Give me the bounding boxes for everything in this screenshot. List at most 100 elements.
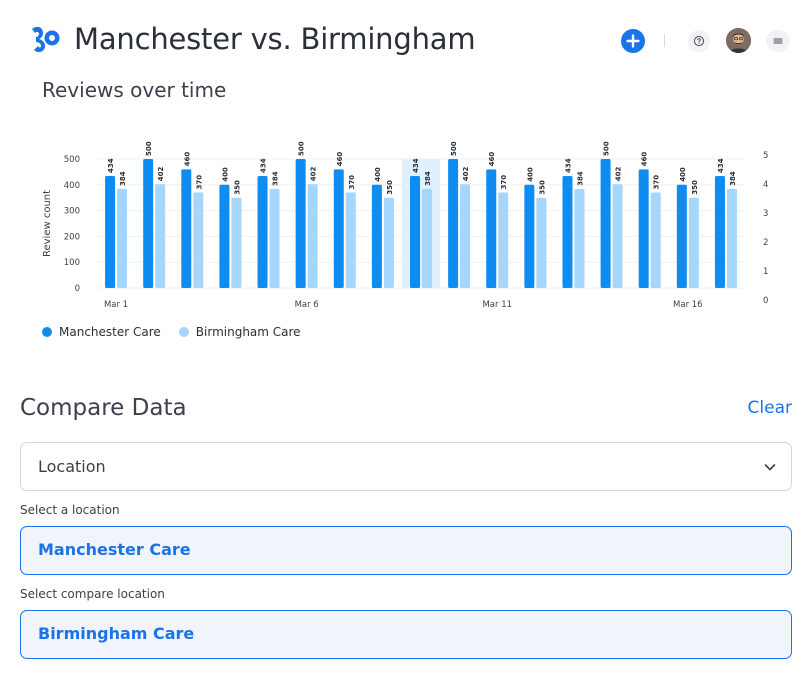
app-header: Manchester vs. Birmingham	[0, 0, 812, 80]
bar-data-label: 400	[221, 167, 229, 182]
y2-tick-label: 2	[763, 238, 768, 248]
y2-tick-label: 4	[763, 180, 768, 190]
bar-data-label: 500	[450, 141, 458, 156]
legend-label: Birmingham Care	[195, 325, 301, 339]
bar-data-label: 384	[272, 171, 280, 186]
bar-data-label: 460	[336, 152, 344, 167]
avatar-photo-icon	[726, 28, 751, 53]
y2-tick-label: 5	[763, 151, 768, 161]
bar-birmingham	[155, 184, 166, 288]
bar-data-label: 350	[386, 180, 394, 195]
bar-data-label: 402	[310, 167, 318, 182]
x-tick-label: Mar 11	[482, 300, 512, 310]
bar-data-label: 370	[195, 175, 203, 190]
bar-birmingham	[307, 184, 318, 288]
bar-manchester	[105, 176, 116, 288]
primary-location-label: Select a location	[20, 503, 120, 517]
bar-data-label: 400	[679, 167, 687, 182]
bar-birmingham	[383, 197, 394, 288]
bar-birmingham	[231, 197, 242, 288]
bar-manchester	[295, 159, 306, 288]
bar-data-label: 434	[564, 158, 572, 173]
y-tick-label: 500	[64, 155, 80, 165]
bar-data-label: 500	[145, 141, 153, 156]
bar-data-label: 350	[233, 180, 241, 195]
compare-data-title: Compare Data	[20, 395, 187, 421]
bar-data-label: 400	[526, 167, 534, 182]
bar-data-label: 434	[717, 158, 725, 173]
y-tick-label: 300	[64, 207, 80, 217]
page-title: Manchester vs. Birmingham	[74, 22, 476, 56]
x-tick-label: Mar 6	[295, 300, 319, 310]
bar-data-label: 434	[260, 158, 268, 173]
chart-legend: Manchester Care Birmingham Care	[42, 325, 319, 339]
y2-tick-label: 0	[763, 296, 768, 306]
bar-data-label: 350	[538, 180, 546, 195]
menu-icon	[773, 38, 783, 44]
bar-birmingham	[726, 188, 737, 288]
bar-birmingham	[269, 188, 280, 288]
bar-data-label: 384	[424, 171, 432, 186]
bar-data-label: 384	[119, 171, 127, 186]
user-avatar[interactable]	[726, 28, 751, 53]
legend-item-birmingham[interactable]: Birmingham Care	[178, 325, 301, 339]
y2-tick-label: 1	[763, 267, 768, 277]
compare-location-field[interactable]: Birmingham Care	[20, 610, 792, 659]
y2-tick-label: 3	[763, 209, 768, 219]
bar-manchester	[638, 169, 649, 288]
bar-manchester	[486, 169, 497, 288]
legend-label: Manchester Care	[59, 325, 161, 339]
legend-item-manchester[interactable]: Manchester Care	[42, 325, 161, 339]
bar-data-label: 400	[374, 167, 382, 182]
bar-data-label: 402	[462, 167, 470, 182]
y-tick-label: 400	[64, 181, 80, 191]
add-button[interactable]	[621, 29, 645, 53]
primary-location-field[interactable]: Manchester Care	[20, 526, 792, 575]
dimension-select[interactable]: Location	[20, 442, 792, 491]
y-tick-label: 200	[64, 232, 80, 242]
bar-manchester	[676, 184, 687, 288]
bar-data-label: 402	[157, 167, 165, 182]
compare-location-value: Birmingham Care	[38, 624, 195, 643]
brand-logo-icon[interactable]	[28, 22, 62, 56]
bar-birmingham	[574, 188, 585, 288]
bar-birmingham	[650, 192, 661, 288]
y-axis-title: Review count	[42, 190, 53, 257]
bar-birmingham	[688, 197, 699, 288]
header-divider	[664, 34, 665, 47]
bar-data-label: 500	[603, 141, 611, 156]
bar-manchester	[600, 159, 611, 288]
x-tick-label: Mar 16	[673, 300, 703, 310]
compare-location-label: Select compare location	[20, 587, 165, 601]
bar-birmingham	[345, 192, 356, 288]
bar-data-label: 402	[615, 167, 623, 182]
reviews-bar-chart: 0 100 200 300 400 500 0 1 2 3 4 5 Review count 434 384…	[42, 141, 768, 310]
bar-data-label: 370	[500, 175, 508, 190]
bar-manchester	[562, 176, 573, 288]
bar-manchester	[371, 184, 382, 288]
plus-icon	[626, 34, 640, 48]
bar-data-label: 384	[729, 171, 737, 186]
bar-data-label: 370	[653, 175, 661, 190]
bar-data-label: 350	[691, 180, 699, 195]
chart-section-title: Reviews over time	[42, 78, 227, 102]
bar-manchester	[524, 184, 535, 288]
bar-data-label: 500	[298, 141, 306, 156]
help-button[interactable]	[688, 30, 710, 52]
chevron-down-icon	[764, 464, 776, 471]
bar-data-label: 460	[641, 152, 649, 167]
dimension-select-value: Location	[38, 457, 106, 476]
legend-dot-icon	[42, 327, 52, 337]
bar-data-label: 434	[107, 158, 115, 173]
y-tick-label: 0	[75, 284, 80, 294]
bar-birmingham	[422, 188, 432, 288]
bar-manchester	[143, 159, 154, 288]
bar-manchester	[714, 176, 725, 288]
bar-manchester	[181, 169, 192, 288]
question-mark-icon	[693, 35, 705, 47]
clear-button[interactable]: Clear	[747, 398, 792, 418]
menu-button[interactable]	[766, 30, 790, 52]
bar-manchester	[257, 176, 268, 288]
bar-manchester	[333, 169, 344, 288]
primary-location-value: Manchester Care	[38, 540, 191, 559]
